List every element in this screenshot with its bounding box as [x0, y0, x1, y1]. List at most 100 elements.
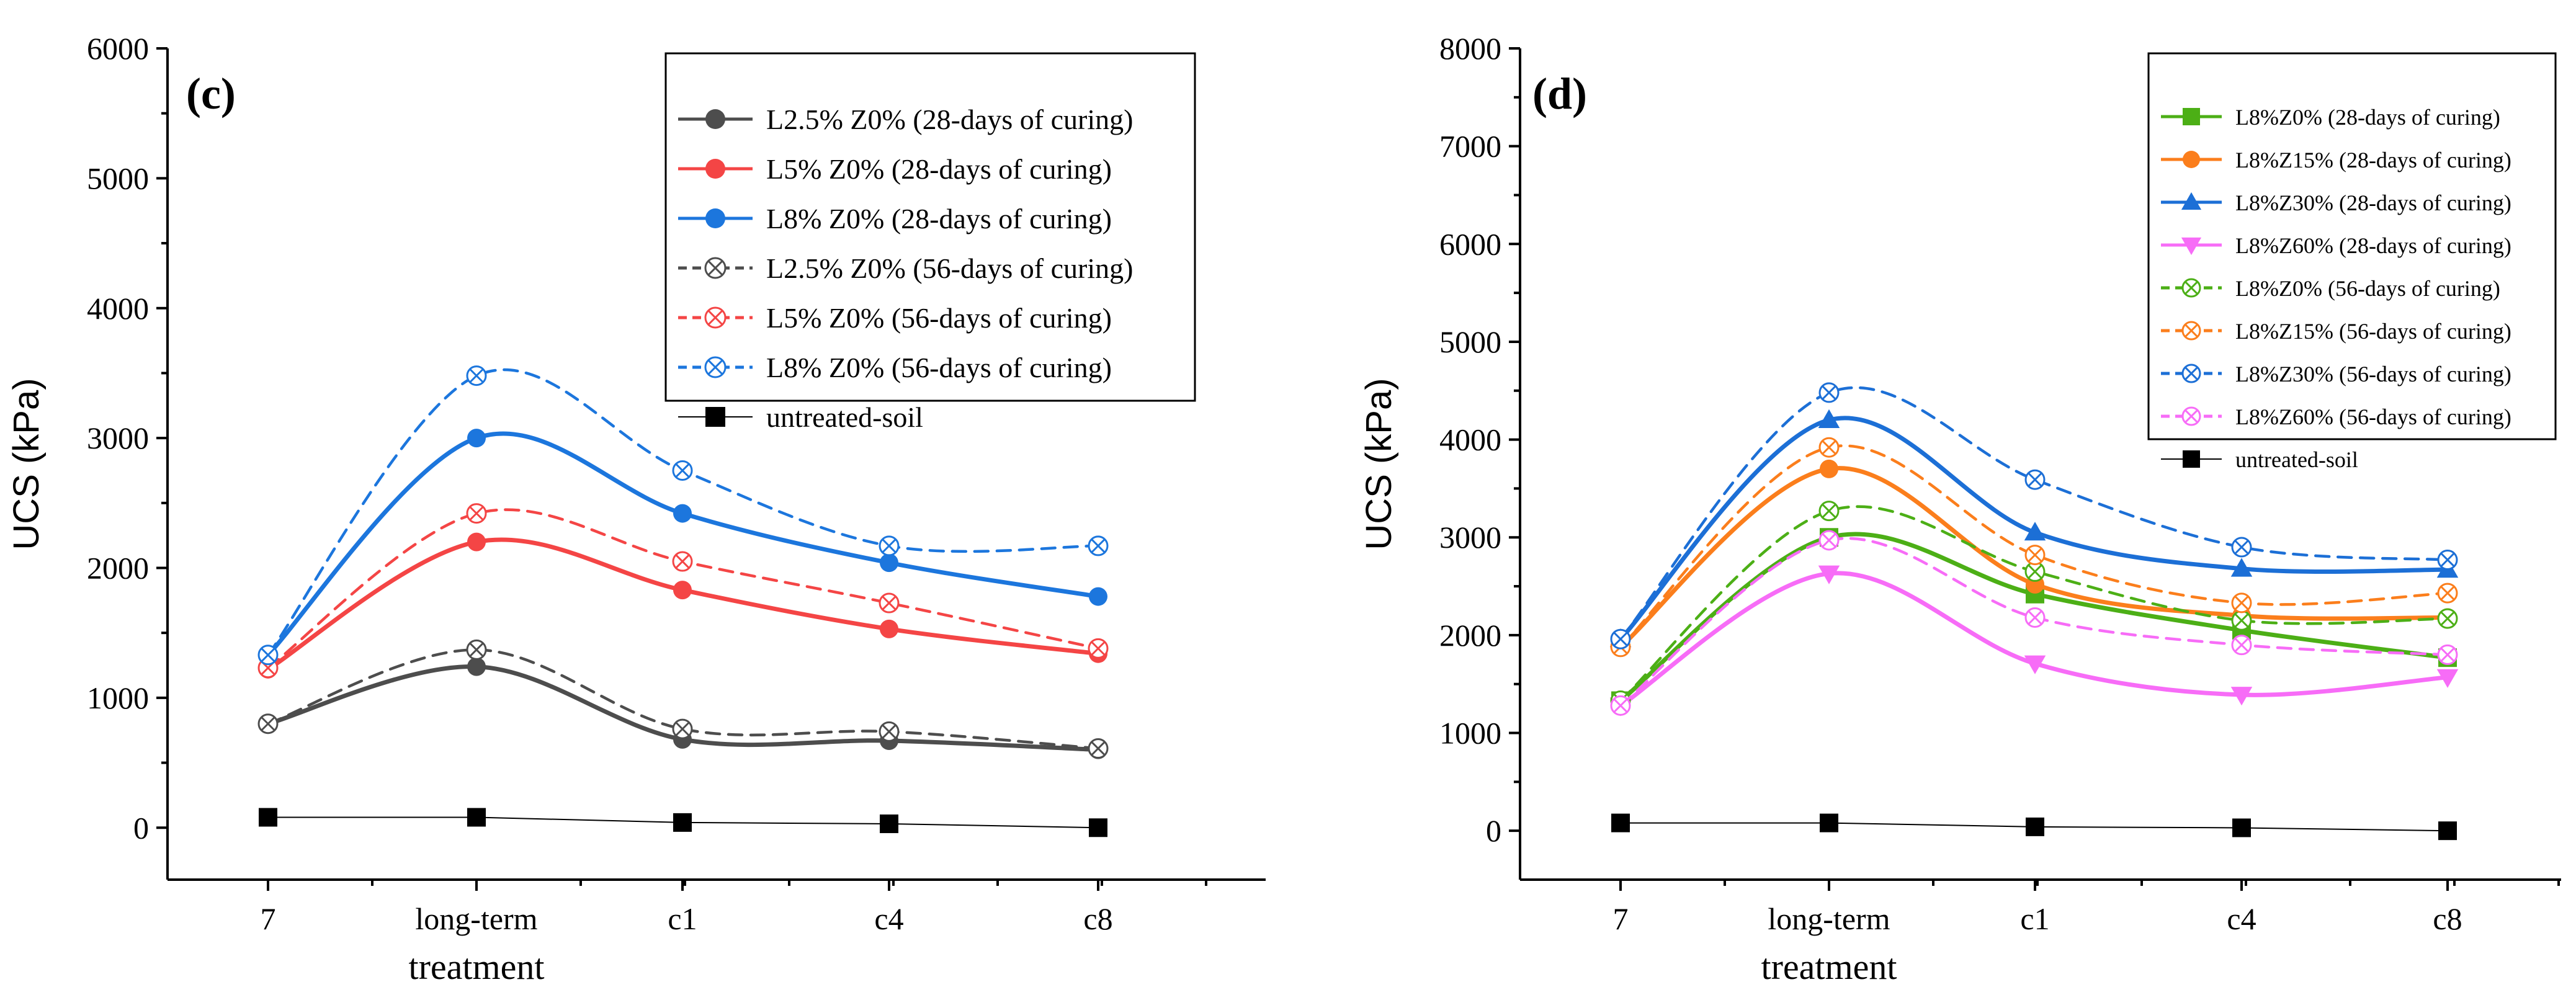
legend-item: L8%Z30% (56-days of curing): [2161, 362, 2511, 386]
y-tick-label: 3000: [1439, 520, 1501, 555]
legend-swatch-marker: [2181, 237, 2202, 256]
x-tick-label: c4: [2227, 901, 2256, 936]
legend-item: L8%Z60% (56-days of curing): [2161, 404, 2511, 429]
legend-label: L8%Z30% (28-days of curing): [2235, 190, 2511, 215]
data-point: [672, 718, 693, 739]
series-line: [266, 648, 1100, 750]
data-point: [2231, 635, 2252, 656]
series-6: [259, 808, 1107, 837]
data-point: [467, 429, 486, 448]
x-tick-label: c8: [1083, 901, 1112, 936]
series-4: [257, 503, 1109, 679]
y-tick-label: 5000: [87, 161, 149, 195]
legend-item: L8%Z60% (28-days of curing): [2161, 233, 2511, 258]
y-tick-label: 6000: [87, 31, 149, 66]
y-tick-label: 0: [133, 810, 149, 845]
legend-swatch-marker: [705, 159, 725, 179]
series-6: [1610, 382, 2458, 650]
data-point: [1610, 628, 1631, 650]
data-point: [2024, 655, 2046, 674]
legend-item: L8%Z15% (28-days of curing): [2161, 148, 2511, 172]
series-8: [1611, 813, 2457, 841]
data-point: [1820, 459, 1838, 478]
y-tick-label: 4000: [87, 291, 149, 326]
x-tick-label: long-term: [415, 901, 537, 936]
data-point: [879, 721, 900, 742]
y-tick-label: 0: [1486, 813, 1501, 848]
series-line: [1619, 386, 2449, 641]
data-point: [2231, 592, 2252, 614]
data-point: [257, 713, 279, 734]
data-point: [1818, 530, 1840, 551]
x-tick-label: 7: [261, 901, 276, 936]
y-tick-label: 4000: [1439, 422, 1501, 457]
legend-item: L8%Z0% (28-days of curing): [2161, 105, 2500, 130]
data-point: [672, 460, 693, 481]
data-point: [2230, 558, 2253, 577]
x-tick-label: long-term: [1768, 901, 1890, 936]
legend-swatch-marker: [704, 356, 727, 378]
data-point: [880, 814, 898, 833]
data-point: [2024, 522, 2046, 541]
y-axis-title: UCS (kPa): [6, 378, 47, 550]
data-point: [2231, 537, 2252, 558]
legend-label: L8%Z15% (56-days of curing): [2235, 319, 2511, 344]
data-point: [2024, 469, 2046, 490]
legend-label: L8%Z0% (28-days of curing): [2235, 105, 2500, 130]
data-point: [673, 813, 692, 832]
data-point: [1611, 813, 1630, 833]
panel-label: (c): [186, 69, 236, 118]
data-point: [1820, 813, 1838, 833]
legend-item: L2.5% Z0% (28-days of curing): [678, 104, 1133, 135]
y-tick-label: 1000: [1439, 716, 1501, 751]
series-7: [1610, 530, 2458, 716]
legend-item: L8% Z0% (56-days of curing): [678, 352, 1112, 383]
data-point: [673, 581, 692, 600]
legend-item: L8%Z30% (28-days of curing): [2161, 190, 2511, 215]
legend-swatch-marker: [2181, 406, 2201, 426]
legend-item: L2.5% Z0% (56-days of curing): [678, 252, 1133, 284]
data-point: [2437, 549, 2458, 570]
data-point: [673, 504, 692, 523]
legend-swatch-marker: [705, 407, 725, 427]
data-point: [1818, 409, 1840, 428]
data-point: [1818, 437, 1840, 458]
data-point: [466, 365, 487, 386]
data-point: [880, 553, 898, 573]
x-tick-label: c1: [668, 901, 697, 936]
data-point: [467, 657, 486, 676]
y-tick-label: 8000: [1439, 31, 1501, 66]
legend-item: L5% Z0% (56-days of curing): [678, 302, 1112, 334]
legend-label: L8%Z30% (56-days of curing): [2235, 362, 2511, 386]
data-point: [2437, 583, 2458, 604]
data-point: [259, 808, 277, 827]
legend-item: L8% Z0% (28-days of curing): [678, 203, 1112, 234]
data-point: [2026, 817, 2044, 836]
legend: L2.5% Z0% (28-days of curing) L5% Z0% (28…: [664, 52, 1196, 433]
y-tick-label: 6000: [1439, 226, 1501, 261]
y-tick-label: 1000: [87, 681, 149, 715]
legend-swatch-marker: [2183, 450, 2200, 468]
data-point: [1089, 818, 1107, 837]
series-line: [1619, 505, 2449, 702]
data-point: [1088, 638, 1109, 659]
x-tick-label: 7: [1613, 901, 1629, 936]
legend-swatch-marker: [2183, 108, 2200, 125]
data-point: [1818, 501, 1840, 522]
data-point: [2438, 821, 2457, 841]
legend-label: L8%Z15% (28-days of curing): [2235, 148, 2511, 172]
legend-label: L8% Z0% (56-days of curing): [766, 352, 1112, 383]
data-point: [1088, 535, 1109, 556]
y-axis-title: UCS (kPa): [1359, 378, 1399, 550]
data-point: [466, 503, 487, 524]
y-tick-label: 5000: [1439, 324, 1501, 359]
legend-item: L8%Z15% (56-days of curing): [2161, 319, 2511, 344]
data-point: [2024, 545, 2046, 566]
y-tick-label: 2000: [1439, 618, 1501, 653]
legend-swatch-marker: [2181, 192, 2202, 210]
legend-label: L2.5% Z0% (56-days of curing): [766, 252, 1133, 284]
x-tick-label: c1: [2020, 901, 2049, 936]
legend-label: L8%Z60% (56-days of curing): [2235, 404, 2511, 429]
legend-swatch-marker: [2181, 364, 2201, 383]
data-point: [1089, 587, 1107, 606]
